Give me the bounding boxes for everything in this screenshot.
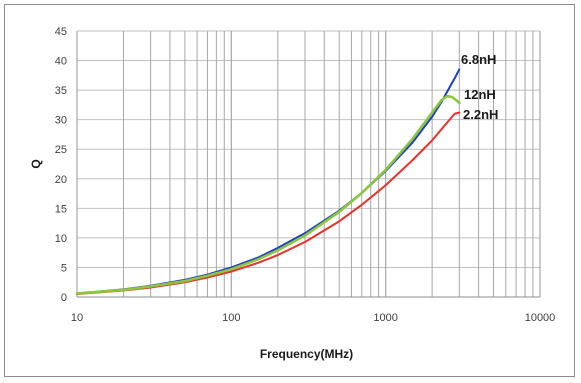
y-tick-label-30: 30	[55, 115, 67, 127]
y-tick-label-40: 40	[55, 56, 67, 68]
tick-labels: 0 5 10 15 20 25 30 35 40 45 10 100 1000 10000	[55, 26, 556, 324]
series-label-2.2nH: 2.2nH	[463, 107, 498, 122]
x-tick-label-1000: 1000	[373, 312, 397, 324]
x-tick-label-100: 100	[222, 312, 240, 324]
y-tick-label-5: 5	[61, 262, 67, 274]
series-labels: 6.8nH 12nH 2.2nH	[461, 52, 498, 122]
x-axis-label: Frequency(MHz)	[260, 347, 353, 361]
grid-lines	[76, 30, 541, 298]
x-tick-label-10000: 10000	[525, 312, 556, 324]
y-tick-label-15: 15	[55, 203, 67, 215]
x-tick-label-10: 10	[71, 312, 83, 324]
series-label-6.8nH: 6.8nH	[461, 52, 496, 67]
chart-frame	[4, 4, 575, 377]
series-line-2.2nH	[76, 111, 461, 296]
series-label-12nH: 12nH	[464, 87, 496, 102]
y-tick-label-45: 45	[55, 26, 67, 38]
y-tick-label-10: 10	[55, 233, 67, 245]
y-tick-label-35: 35	[55, 85, 67, 97]
y-axis-label: Q	[29, 159, 43, 168]
series-lines	[75, 68, 461, 296]
y-tick-label-0: 0	[61, 292, 67, 304]
y-tick-label-25: 25	[55, 144, 67, 156]
series-line-12nH	[75, 94, 461, 295]
y-tick-label-20: 20	[55, 174, 67, 186]
